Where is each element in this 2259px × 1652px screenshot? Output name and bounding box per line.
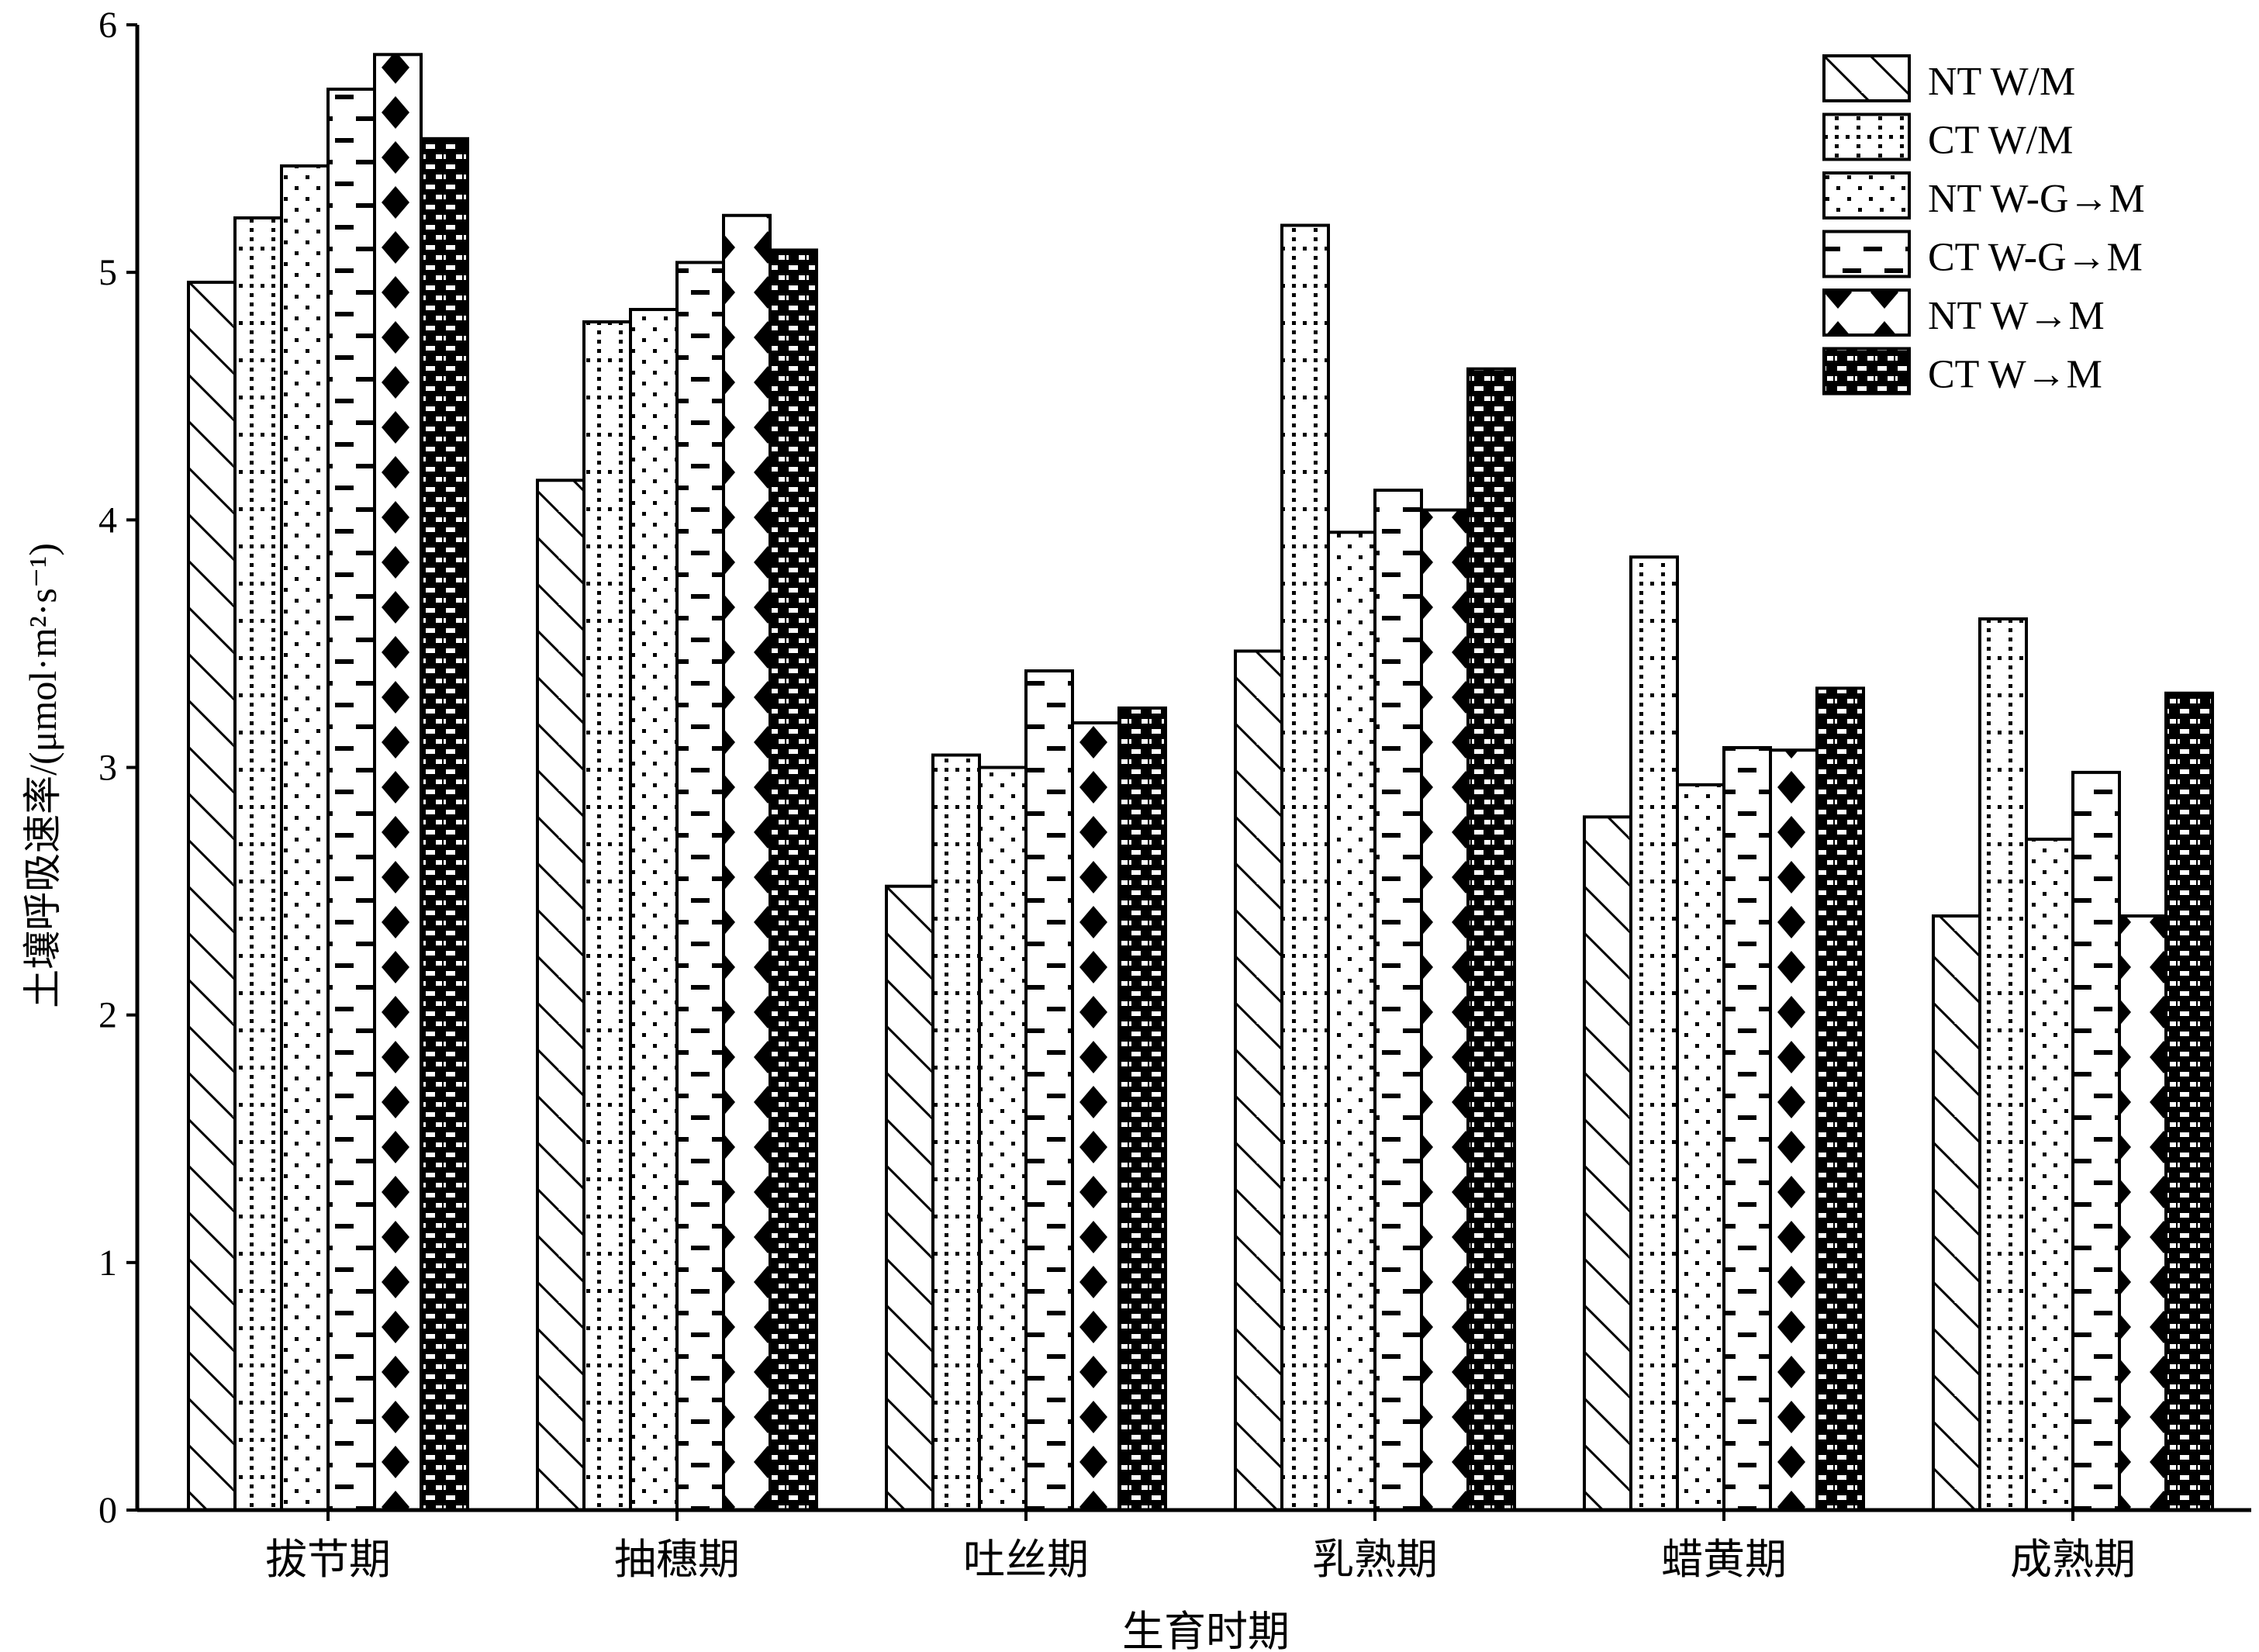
x-tick-label: 成熟期 bbox=[2010, 1536, 2136, 1583]
legend-swatch-2 bbox=[1822, 171, 1911, 219]
bar-3-0 bbox=[1234, 649, 1283, 1512]
legend-label-2: NT W-G→M bbox=[1928, 177, 2145, 221]
y-tick-label: 1 bbox=[98, 1242, 117, 1284]
bar-0-4 bbox=[373, 53, 423, 1512]
legend-label-5: CT W→M bbox=[1928, 353, 2102, 397]
y-tick-label: 2 bbox=[98, 995, 117, 1036]
x-tick-label: 乳熟期 bbox=[1312, 1536, 1438, 1583]
axes-layer: 拔节期 抽穗期 吐丝期 乳熟期 蜡黄期 成熟期 0 1 2 3 4 5 6 bbox=[98, 5, 2251, 1583]
y-axis-label: 土壤呼吸速率/(μmol·m²·s⁻¹) bbox=[21, 543, 64, 1008]
legend-swatch-1 bbox=[1822, 112, 1911, 161]
bar-4-0 bbox=[1583, 815, 1632, 1512]
y-tick-label: 5 bbox=[98, 252, 117, 293]
y-tick-label: 4 bbox=[98, 499, 117, 541]
bar-1-5 bbox=[769, 248, 818, 1512]
bar-5-5 bbox=[2164, 691, 2214, 1512]
x-tick-label: 抽穗期 bbox=[614, 1536, 740, 1583]
bar-0-5 bbox=[420, 137, 469, 1512]
bar-2-5 bbox=[1117, 706, 1167, 1512]
bar-3-2 bbox=[1327, 531, 1376, 1512]
legend-label-3: CT W-G→M bbox=[1928, 236, 2143, 280]
legend-swatch-3 bbox=[1822, 230, 1911, 278]
bar-2-2 bbox=[978, 766, 1028, 1512]
y-tick-label: 0 bbox=[98, 1490, 117, 1531]
legend-swatch-4 bbox=[1822, 289, 1911, 337]
bar-0-1 bbox=[233, 216, 283, 1512]
bar-2-3 bbox=[1024, 669, 1074, 1512]
bar-3-5 bbox=[1466, 367, 1516, 1512]
x-tick-label: 拔节期 bbox=[265, 1536, 391, 1583]
bar-5-2 bbox=[2025, 838, 2074, 1512]
bar-4-4 bbox=[1769, 748, 1819, 1512]
bar-0-3 bbox=[326, 87, 376, 1512]
bar-0-2 bbox=[280, 164, 330, 1512]
legend: NT W/M CT W/M NT W-G→M CT W-G→M NT W→M CT W→M bbox=[1822, 54, 2145, 397]
x-tick-label: 吐丝期 bbox=[963, 1536, 1089, 1583]
bar-3-4 bbox=[1420, 508, 1470, 1512]
bar-2-0 bbox=[885, 884, 934, 1512]
x-tick-label: 蜡黄期 bbox=[1661, 1536, 1787, 1583]
legend-label-4: NT W→M bbox=[1928, 294, 2105, 338]
legend-label-1: CT W/M bbox=[1928, 119, 2073, 163]
bar-1-3 bbox=[675, 261, 725, 1512]
bar-4-1 bbox=[1629, 555, 1679, 1512]
bar-2-1 bbox=[931, 753, 981, 1512]
bar-1-0 bbox=[536, 479, 585, 1512]
legend-swatch-5 bbox=[1822, 347, 1911, 396]
y-tick-label: 3 bbox=[98, 748, 117, 789]
bar-5-4 bbox=[2118, 914, 2167, 1512]
y-tick-label: 6 bbox=[98, 5, 117, 46]
bar-1-1 bbox=[582, 320, 632, 1512]
legend-label-0: NT W/M bbox=[1928, 60, 2075, 104]
bar-2-4 bbox=[1071, 721, 1121, 1512]
bar-4-5 bbox=[1815, 686, 1865, 1512]
x-axis-label: 生育时期 bbox=[1122, 1609, 1290, 1652]
bar-4-3 bbox=[1722, 745, 1772, 1512]
bar-1-2 bbox=[629, 308, 679, 1512]
bar-3-3 bbox=[1373, 489, 1423, 1512]
bar-4-2 bbox=[1676, 783, 1725, 1512]
bar-5-0 bbox=[1932, 914, 1981, 1512]
legend-swatch-0 bbox=[1822, 54, 1911, 102]
bar-3-1 bbox=[1280, 223, 1330, 1512]
bar-1-4 bbox=[722, 213, 772, 1512]
bar-5-3 bbox=[2071, 770, 2121, 1512]
bar-5-1 bbox=[1978, 617, 2028, 1512]
bar-0-0 bbox=[187, 280, 237, 1512]
bars-layer bbox=[187, 53, 2214, 1512]
